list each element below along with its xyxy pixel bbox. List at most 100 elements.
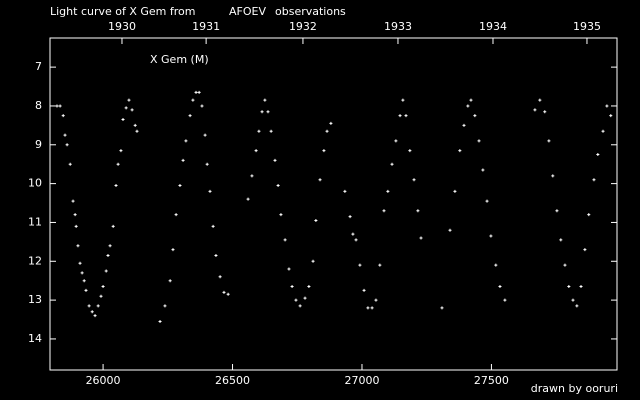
data-point: [567, 285, 571, 289]
data-point: [462, 123, 466, 127]
data-point: [257, 129, 261, 133]
data-point: [121, 118, 125, 122]
data-point: [412, 178, 416, 182]
data-point: [394, 139, 398, 143]
data-point: [362, 288, 366, 292]
data-point: [114, 184, 118, 188]
data-point: [533, 108, 537, 112]
data-point: [197, 90, 201, 94]
data-point: [273, 158, 277, 162]
data-point: [205, 162, 209, 166]
plot-frame: [49, 37, 618, 371]
data-point: [498, 285, 502, 289]
data-point: [579, 285, 583, 289]
data-point: [104, 269, 108, 273]
data-point: [168, 279, 172, 283]
data-point: [184, 139, 188, 143]
data-point: [87, 304, 91, 308]
data-point: [343, 189, 347, 193]
data-point: [111, 224, 115, 228]
data-point: [453, 189, 457, 193]
data-point: [269, 129, 273, 133]
data-point: [448, 228, 452, 232]
data-point: [200, 104, 204, 108]
data-point: [93, 314, 97, 318]
data-point: [404, 114, 408, 118]
data-point: [174, 213, 178, 217]
x-tick-label: 27500: [474, 374, 509, 387]
data-point: [99, 294, 103, 298]
data-point: [559, 238, 563, 242]
data-point: [609, 114, 613, 118]
data-point: [351, 232, 355, 236]
x2-tick-label: 1930: [108, 20, 136, 33]
data-point: [494, 263, 498, 267]
data-point: [307, 285, 311, 289]
data-point: [555, 209, 559, 213]
data-point: [358, 263, 362, 267]
data-point: [250, 174, 254, 178]
data-point: [226, 292, 230, 296]
x2-tick-label: 1933: [384, 20, 412, 33]
data-point: [401, 98, 405, 102]
data-point: [96, 304, 100, 308]
data-point: [386, 189, 390, 193]
data-point: [135, 129, 139, 133]
data-point: [203, 133, 207, 137]
data-point: [101, 285, 105, 289]
data-point: [596, 152, 600, 156]
data-point: [587, 213, 591, 217]
data-point: [222, 290, 226, 294]
data-point: [260, 110, 264, 114]
data-point: [74, 224, 78, 228]
data-point: [583, 248, 587, 252]
data-point: [119, 149, 123, 153]
data-point: [124, 106, 128, 110]
data-point: [208, 189, 212, 193]
data-point: [547, 139, 551, 143]
data-point: [287, 267, 291, 271]
data-point: [477, 139, 481, 143]
data-point: [266, 110, 270, 114]
x-tick-label: 26500: [215, 374, 250, 387]
y-tick-label: 14: [28, 332, 42, 345]
data-point: [571, 298, 575, 302]
data-point: [481, 168, 485, 172]
data-point: [294, 298, 298, 302]
legend-label: X Gem (M): [150, 53, 209, 66]
data-point: [158, 319, 162, 323]
y-tick-label: 13: [28, 293, 42, 306]
data-point: [314, 219, 318, 223]
data-point: [419, 236, 423, 240]
data-point: [311, 259, 315, 263]
data-point: [188, 114, 192, 118]
data-point: [318, 178, 322, 182]
data-point: [370, 306, 374, 310]
data-point: [133, 123, 137, 127]
chart-title-source: AFOEV: [229, 5, 266, 18]
data-point: [191, 98, 195, 102]
y-tick-label: 11: [28, 215, 42, 228]
data-point: [440, 306, 444, 310]
data-point: [466, 104, 470, 108]
data-point: [127, 98, 131, 102]
data-point: [279, 213, 283, 217]
data-point: [78, 261, 82, 265]
data-point: [106, 253, 110, 257]
data-point: [73, 213, 77, 217]
data-point: [181, 158, 185, 162]
data-point: [485, 199, 489, 203]
data-point: [71, 199, 75, 203]
credit: drawn by ooruri: [531, 382, 618, 395]
data-point: [489, 234, 493, 238]
data-point: [551, 174, 555, 178]
data-point: [214, 253, 218, 257]
data-point: [382, 209, 386, 213]
y-tick-label: 10: [28, 177, 42, 190]
data-point: [408, 149, 412, 153]
data-point: [366, 306, 370, 310]
data-point: [473, 114, 477, 118]
data-point: [82, 279, 86, 283]
